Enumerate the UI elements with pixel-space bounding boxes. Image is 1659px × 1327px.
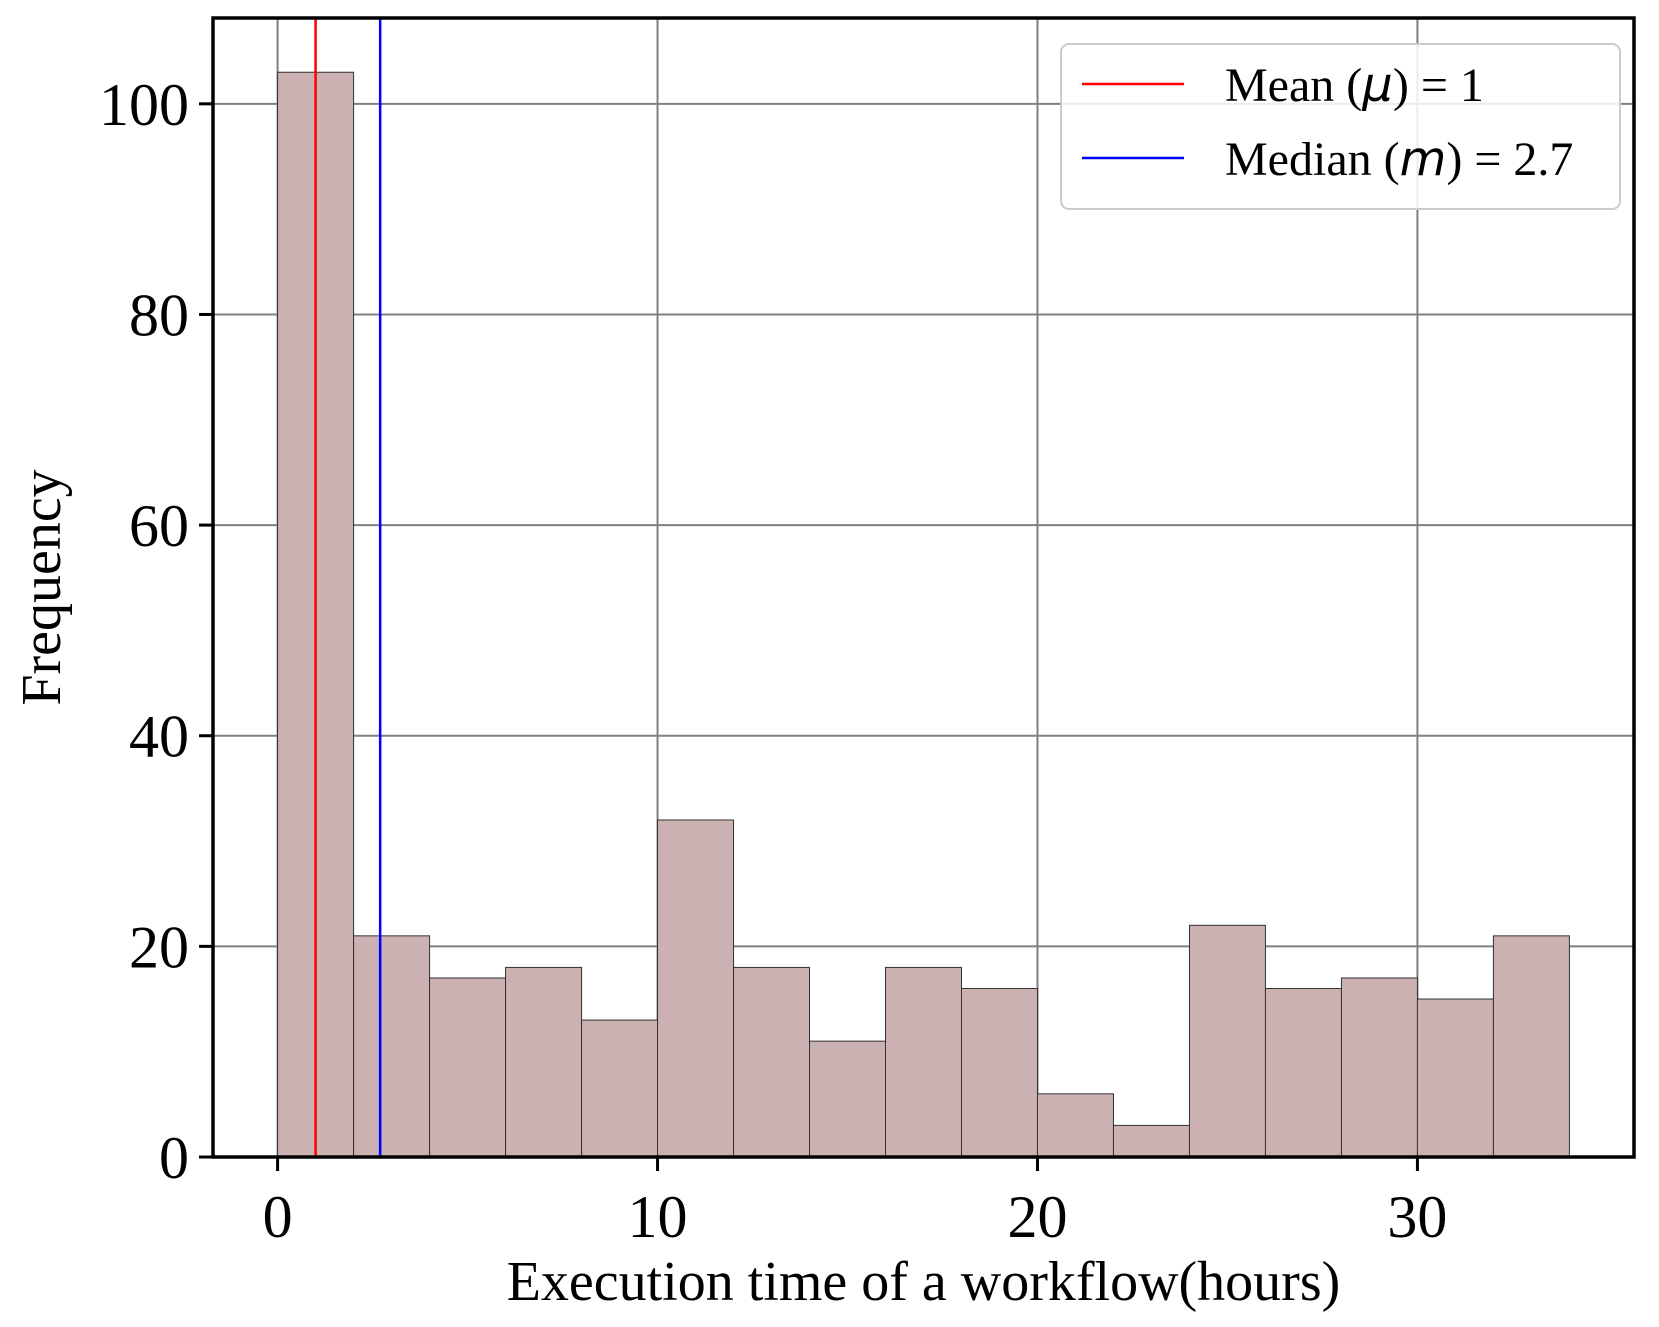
y-tick-label: 80 bbox=[129, 282, 189, 348]
x-tick-label: 20 bbox=[1007, 1184, 1067, 1250]
legend-entry: Median (m) = 2.7 bbox=[1225, 131, 1573, 187]
y-tick-label: 0 bbox=[159, 1125, 189, 1191]
histogram-bar bbox=[353, 935, 431, 1158]
y-tick-label: 60 bbox=[129, 493, 189, 559]
legend-entry: Mean (μ) = 1 bbox=[1225, 57, 1484, 113]
reference-lines bbox=[314, 18, 382, 1157]
histogram-bars bbox=[277, 71, 1570, 1158]
x-tick-label: 10 bbox=[628, 1184, 688, 1250]
histogram-bar bbox=[733, 966, 811, 1158]
histogram-bar bbox=[1340, 977, 1418, 1158]
y-tick-label: 100 bbox=[99, 72, 189, 138]
histogram-bar bbox=[505, 966, 583, 1158]
y-axis-label: Frequency bbox=[11, 469, 73, 705]
y-axis-ticks: 0 20 40 60 80 100 bbox=[99, 72, 213, 1191]
legend: Mean (μ) = 1 Median (m) = 2.7 bbox=[1060, 43, 1621, 210]
y-tick-label: 40 bbox=[129, 704, 189, 770]
histogram-bar bbox=[960, 987, 1038, 1158]
histogram-bar bbox=[429, 977, 507, 1158]
histogram-bar bbox=[1416, 998, 1494, 1158]
plot-frame bbox=[211, 16, 1636, 1159]
histogram-bar bbox=[657, 819, 735, 1158]
y-tick-label: 20 bbox=[129, 914, 189, 980]
histogram-bar bbox=[809, 1040, 887, 1158]
histogram-bar bbox=[885, 966, 962, 1158]
histogram-bar bbox=[1036, 1093, 1114, 1158]
x-tick-label: 0 bbox=[263, 1184, 293, 1250]
histogram-bar bbox=[1188, 924, 1266, 1158]
x-axis-ticks: 0 10 20 30 bbox=[263, 1157, 1447, 1250]
histogram-bar bbox=[1112, 1124, 1190, 1158]
histogram-bar bbox=[581, 1019, 659, 1158]
x-tick-label: 30 bbox=[1387, 1184, 1447, 1250]
histogram-bar bbox=[1264, 987, 1342, 1158]
legend-box bbox=[1060, 43, 1621, 210]
histogram-bar bbox=[1492, 935, 1570, 1158]
x-axis-label: Execution time of a workflow(hours) bbox=[507, 1251, 1341, 1313]
